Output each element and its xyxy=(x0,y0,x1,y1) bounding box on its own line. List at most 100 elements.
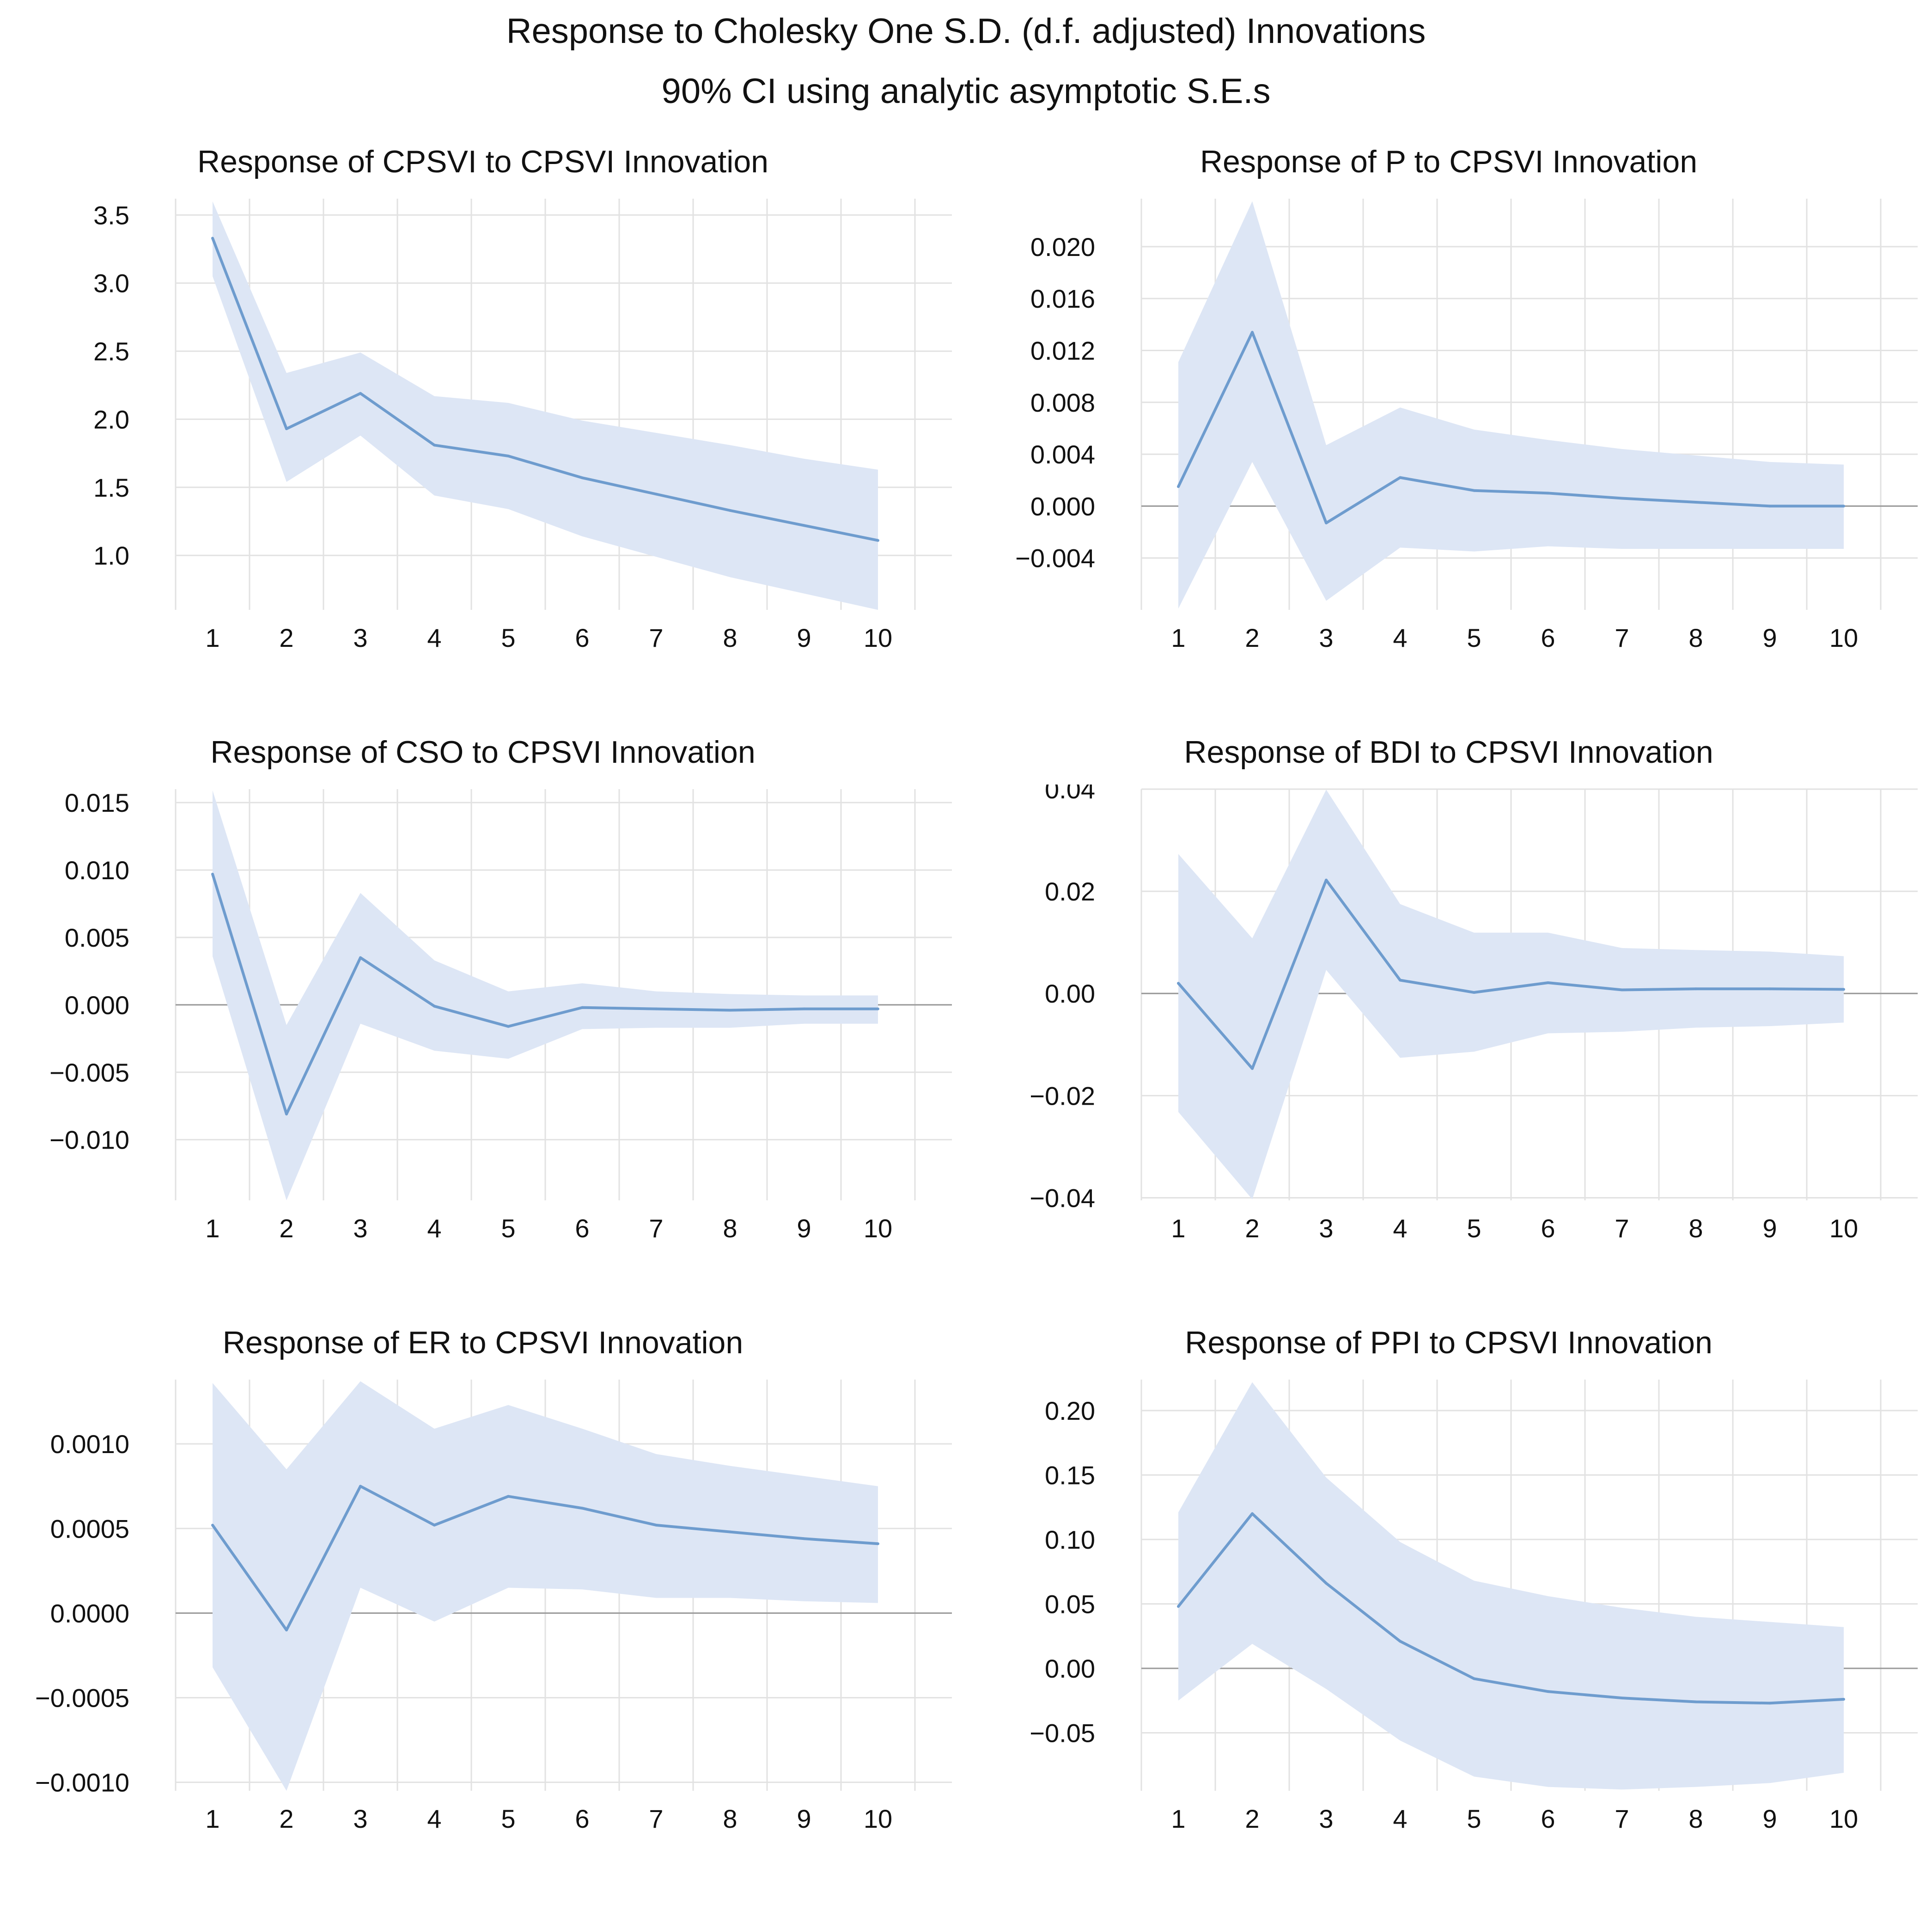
figure-header: Response to Cholesky One S.D. (d.f. adju… xyxy=(0,0,1932,139)
x-tick-label: 5 xyxy=(501,623,515,652)
response-line xyxy=(211,1484,878,1632)
response-point xyxy=(655,1007,658,1010)
chart-p: 0.020 0.016 0.012 0.008 0.004 0.000 −0.004 1 2 3 4… xyxy=(1015,199,1918,652)
y-tick-label: 0.012 xyxy=(1030,336,1095,365)
y-tick-label: −0.005 xyxy=(49,1058,129,1087)
response-point xyxy=(211,872,214,876)
panel-bdi: Response of BDI to CPSVI Innovation 0.04… xyxy=(966,729,1932,1320)
response-point xyxy=(877,1542,879,1545)
y-tick-label: 0.020 xyxy=(1030,232,1095,262)
response-point xyxy=(803,1537,805,1540)
y-tick-label: −0.02 xyxy=(1030,1081,1095,1110)
x-tick-label: 5 xyxy=(1467,623,1481,652)
response-point xyxy=(1473,1677,1475,1680)
x-tick-label: 7 xyxy=(649,1214,663,1243)
response-point xyxy=(1251,1067,1254,1070)
response-point xyxy=(507,1025,510,1028)
y-tick-label: 1.5 xyxy=(93,473,129,502)
y-tick-label: 0.016 xyxy=(1030,284,1095,313)
y-tick-label: 2.0 xyxy=(93,405,129,434)
y-tick-label: 0.0010 xyxy=(50,1429,129,1459)
response-point xyxy=(877,1007,879,1010)
figure-title: Response to Cholesky One S.D. (d.f. adju… xyxy=(506,12,1426,51)
x-tick-label: 7 xyxy=(1615,1804,1629,1833)
panel-ppi: Response of PPI to CPSVI Innovation 0.20… xyxy=(966,1320,1932,1910)
y-axis: 0.015 0.010 0.005 0.000 −0.005 −0.010 xyxy=(49,788,129,1155)
x-tick-label: 5 xyxy=(1467,1214,1481,1243)
response-point xyxy=(507,1495,510,1498)
x-tick-label: 1 xyxy=(1171,623,1185,652)
x-tick-label: 10 xyxy=(864,1214,892,1243)
y-tick-label: 0.0005 xyxy=(50,1514,129,1543)
x-tick-label: 10 xyxy=(1829,623,1858,652)
response-point xyxy=(1842,505,1845,508)
y-tick-label: 0.0000 xyxy=(50,1599,129,1628)
x-tick-label: 2 xyxy=(279,1804,293,1833)
y-tick-label: −0.05 xyxy=(1030,1718,1095,1747)
x-tick-label: 8 xyxy=(723,1804,737,1833)
response-point xyxy=(433,1004,436,1008)
response-point xyxy=(1547,981,1549,985)
y-tick-label: 2.5 xyxy=(93,337,129,366)
x-tick-label: 3 xyxy=(1319,1804,1333,1833)
x-tick-label: 1 xyxy=(205,1214,219,1243)
response-line xyxy=(211,873,878,1116)
x-tick-label: 8 xyxy=(723,1214,737,1243)
x-tick-label: 5 xyxy=(501,1804,515,1833)
response-point xyxy=(285,1629,288,1632)
y-tick-label: 3.5 xyxy=(93,201,129,230)
x-tick-label: 3 xyxy=(353,623,367,652)
panel-title: Response of PPI to CPSVI Innovation xyxy=(1185,1325,1713,1360)
response-point xyxy=(1842,988,1845,991)
y-axis: 0.04 0.02 0.00 −0.02 −0.04 xyxy=(1030,785,1095,1212)
y-tick-label: 0.000 xyxy=(1030,492,1095,521)
response-points xyxy=(1177,878,1845,1070)
x-tick-label: 8 xyxy=(723,623,737,652)
confidence-band xyxy=(1178,201,1844,609)
response-line xyxy=(1177,878,1844,1070)
response-point xyxy=(1177,1605,1180,1608)
panel-p: Response of P to CPSVI Innovation 0.020 0… xyxy=(966,139,1932,729)
response-point xyxy=(1251,331,1254,334)
x-tick-label: 5 xyxy=(501,1214,515,1243)
y-tick-label: 0.04 xyxy=(1045,785,1095,804)
response-point xyxy=(1621,988,1623,991)
x-axis: 1 2 3 4 5 6 7 8 9 10 xyxy=(1171,1804,1858,1833)
response-point xyxy=(1399,979,1402,982)
y-tick-label: 0.000 xyxy=(65,991,129,1020)
response-point xyxy=(359,956,362,959)
x-tick-label: 4 xyxy=(427,1214,441,1243)
x-tick-label: 3 xyxy=(353,1804,367,1833)
x-axis: 1 2 3 4 5 6 7 8 9 10 xyxy=(1171,1214,1858,1243)
x-tick-label: 6 xyxy=(575,1804,589,1833)
y-tick-label: −0.0005 xyxy=(35,1684,129,1713)
confidence-band xyxy=(1178,790,1844,1199)
response-point xyxy=(581,1507,584,1510)
panel-title: Response of ER to CPSVI Innovation xyxy=(222,1325,744,1360)
x-tick-label: 4 xyxy=(1393,1214,1407,1243)
y-tick-label: 0.00 xyxy=(1045,1654,1095,1683)
response-points xyxy=(1177,1512,1845,1705)
response-point xyxy=(877,539,879,542)
x-tick-label: 6 xyxy=(1541,1214,1555,1243)
response-point xyxy=(803,1007,805,1010)
y-axis: 0.0010 0.0005 0.0000 −0.0005 −0.0010 xyxy=(35,1429,129,1797)
response-point xyxy=(1325,1582,1328,1585)
x-tick-label: 10 xyxy=(864,1804,892,1833)
y-tick-label: −0.04 xyxy=(1030,1183,1095,1212)
response-point xyxy=(1768,987,1771,991)
x-tick-label: 4 xyxy=(1393,623,1407,652)
x-tick-label: 9 xyxy=(1762,1804,1777,1833)
response-point xyxy=(729,1009,731,1012)
response-point xyxy=(507,454,510,457)
x-tick-label: 2 xyxy=(1245,623,1259,652)
response-point xyxy=(1399,476,1402,479)
x-tick-label: 10 xyxy=(1829,1804,1858,1833)
x-tick-label: 1 xyxy=(205,1804,219,1833)
x-tick-label: 7 xyxy=(1615,623,1629,652)
x-tick-label: 1 xyxy=(1171,1214,1185,1243)
response-points xyxy=(1177,331,1845,524)
response-point xyxy=(211,237,214,240)
response-point xyxy=(359,392,362,395)
x-tick-label: 8 xyxy=(1688,1804,1703,1833)
